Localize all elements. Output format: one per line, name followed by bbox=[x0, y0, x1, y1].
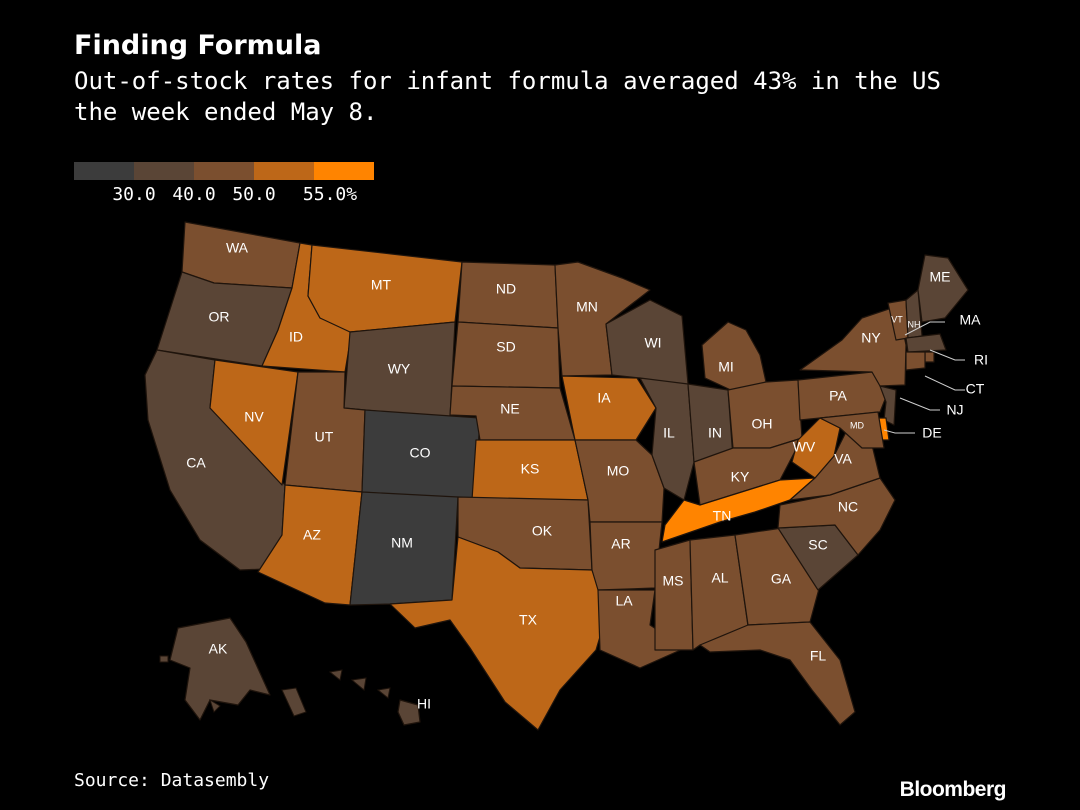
state-label-ms: MS bbox=[663, 573, 684, 589]
legend-tick: 50.0 bbox=[232, 184, 276, 205]
state-label-va: VA bbox=[834, 451, 852, 467]
state-label-ne: NE bbox=[500, 401, 519, 417]
state-ar bbox=[589, 521, 663, 591]
state-label-nj: NJ bbox=[946, 402, 963, 418]
state-label-il: IL bbox=[663, 425, 675, 441]
source-note: Source: Datasembly bbox=[74, 770, 270, 791]
state-ny bbox=[799, 305, 907, 387]
state-ms bbox=[654, 539, 694, 651]
state-label-mt: MT bbox=[371, 277, 392, 293]
state-label-ar: AR bbox=[611, 536, 630, 552]
state-ri bbox=[924, 351, 935, 363]
state-label-az: AZ bbox=[303, 527, 321, 543]
state-me bbox=[917, 254, 969, 323]
state-nv bbox=[209, 359, 299, 486]
legend-swatch bbox=[194, 162, 254, 180]
state-label-fl: FL bbox=[810, 648, 827, 664]
state-tn bbox=[661, 477, 816, 543]
alaska-island bbox=[159, 655, 169, 663]
alaska-island bbox=[209, 698, 221, 713]
alaska-island bbox=[281, 687, 307, 717]
state-label-wi: WI bbox=[644, 335, 661, 351]
state-ak bbox=[169, 617, 271, 721]
state-label-la: LA bbox=[615, 593, 633, 609]
state-label-vt: VT bbox=[891, 314, 903, 324]
state-pa bbox=[797, 371, 889, 421]
state-label-ky: KY bbox=[731, 469, 750, 485]
hawaii-island bbox=[376, 687, 391, 699]
legend-swatch bbox=[134, 162, 194, 180]
state-ia bbox=[561, 375, 657, 441]
state-label-mn: MN bbox=[576, 299, 598, 315]
state-label-mo: MO bbox=[607, 463, 630, 479]
legend-tick: 55.0% bbox=[302, 184, 358, 205]
state-label-nv: NV bbox=[244, 409, 264, 425]
legend-swatch bbox=[314, 162, 374, 180]
state-nj bbox=[879, 385, 897, 426]
state-label-ca: CA bbox=[186, 455, 206, 471]
state-label-ga: GA bbox=[771, 571, 792, 587]
state-label-me: ME bbox=[930, 269, 951, 285]
state-sd bbox=[451, 321, 561, 389]
state-label-co: CO bbox=[410, 445, 431, 461]
state-label-hi: HI bbox=[417, 696, 431, 712]
legend-tick: 30.0 bbox=[112, 184, 156, 205]
state-label-ks: KS bbox=[521, 461, 540, 477]
hawaii-island bbox=[328, 669, 343, 681]
map-subtitle: Out-of-stock rates for infant formula av… bbox=[74, 67, 941, 126]
state-label-de: DE bbox=[922, 425, 941, 441]
state-label-mi: MI bbox=[718, 359, 734, 375]
hawaii-island bbox=[350, 677, 367, 691]
state-label-tn: TN bbox=[713, 508, 732, 524]
state-label-nm: NM bbox=[391, 535, 413, 551]
state-label-ma: MA bbox=[960, 312, 982, 328]
color-legend: 30.0 40.0 50.0 55.0% bbox=[74, 162, 384, 210]
legend-swatch bbox=[74, 162, 134, 180]
state-label-wa: WA bbox=[226, 240, 249, 256]
state-label-ak: AK bbox=[209, 641, 228, 657]
state-label-nc: NC bbox=[838, 499, 858, 515]
state-label-wv: WV bbox=[793, 439, 816, 455]
state-label-ri: RI bbox=[974, 352, 988, 368]
state-label-sd: SD bbox=[496, 339, 515, 355]
legend-swatch bbox=[254, 162, 314, 180]
state-mi bbox=[701, 321, 767, 393]
state-label-or: OR bbox=[209, 309, 230, 325]
state-label-id: ID bbox=[289, 329, 303, 345]
state-label-tx: TX bbox=[519, 612, 538, 628]
state-label-nh: NH bbox=[908, 319, 921, 329]
state-label-md: MD bbox=[850, 420, 864, 430]
state-label-pa: PA bbox=[829, 388, 847, 404]
state-ma bbox=[905, 333, 947, 353]
state-ct bbox=[905, 351, 926, 371]
state-ga bbox=[734, 527, 821, 626]
state-label-nd: ND bbox=[496, 281, 516, 297]
bloomberg-logo: Bloomberg bbox=[899, 778, 1007, 801]
state-label-al: AL bbox=[711, 570, 728, 586]
state-tx bbox=[389, 536, 609, 731]
state-fl bbox=[699, 621, 856, 726]
state-label-ut: UT bbox=[315, 429, 334, 445]
state-label-oh: OH bbox=[752, 416, 773, 432]
state-label-ct: CT bbox=[966, 381, 985, 397]
legend-tick: 40.0 bbox=[172, 184, 216, 205]
state-label-ny: NY bbox=[861, 330, 881, 346]
state-label-in: IN bbox=[708, 425, 722, 441]
state-label-wy: WY bbox=[388, 361, 411, 377]
state-hi bbox=[397, 699, 421, 726]
state-md bbox=[819, 411, 885, 449]
state-mo bbox=[574, 439, 665, 523]
state-label-ia: IA bbox=[597, 390, 611, 406]
map-title: Finding Formula bbox=[74, 30, 322, 61]
state-oh bbox=[727, 379, 803, 449]
state-label-sc: SC bbox=[808, 537, 827, 553]
state-label-ok: OK bbox=[532, 523, 553, 539]
